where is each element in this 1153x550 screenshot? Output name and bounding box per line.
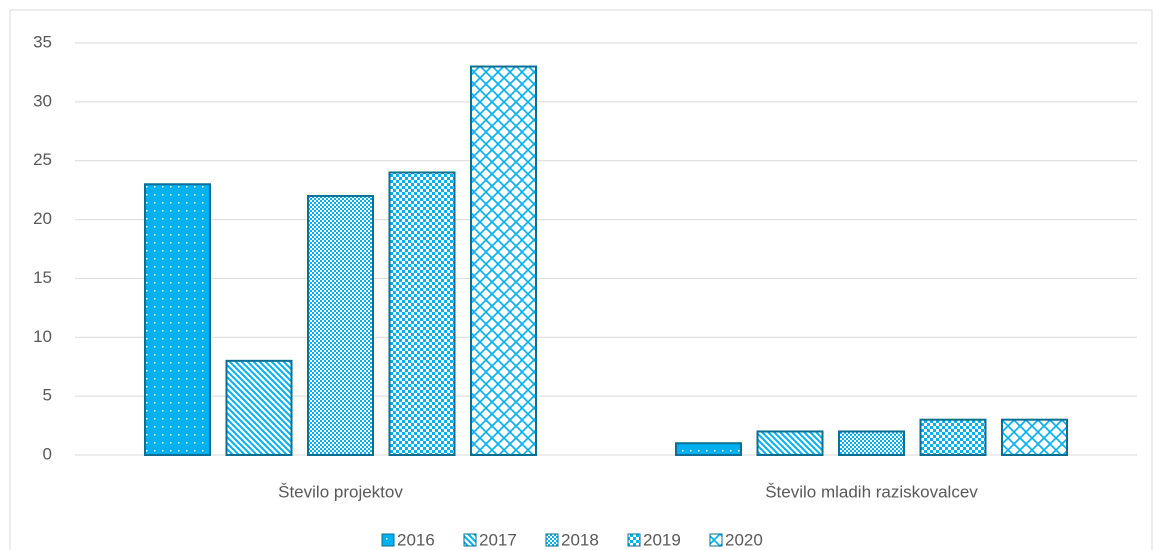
- legend-label: 2019: [643, 530, 681, 549]
- y-tick-label: 5: [43, 386, 52, 405]
- bar: [919, 418, 987, 456]
- y-tick-label: 15: [33, 268, 52, 287]
- x-tick-label: Število projektov: [278, 482, 403, 501]
- bar: [838, 430, 905, 457]
- legend-label: 2017: [479, 530, 517, 549]
- x-tick-label: Število mladih raziskovalcev: [765, 482, 978, 501]
- bar: [675, 442, 742, 457]
- bar: [756, 430, 824, 457]
- legend-swatch: [627, 533, 641, 547]
- bar: [307, 195, 374, 456]
- y-tick-label: 30: [33, 91, 52, 110]
- legend-swatch: [545, 533, 559, 547]
- y-tick-label: 0: [43, 444, 52, 463]
- bar: [1001, 418, 1068, 456]
- chart-border: [9, 9, 1153, 550]
- legend-label: 2018: [561, 530, 599, 549]
- legend-swatch: [463, 533, 477, 547]
- legend-swatch: [381, 533, 395, 547]
- bar: [470, 65, 537, 457]
- legend-label: 2016: [397, 530, 435, 549]
- bar: [144, 183, 211, 456]
- legend-label: 2020: [725, 530, 763, 549]
- y-tick-label: 10: [33, 327, 52, 346]
- bar: [388, 171, 456, 456]
- y-tick-label: 35: [33, 32, 52, 51]
- y-tick-label: 20: [33, 209, 52, 228]
- legend-swatch: [709, 533, 723, 547]
- bar: [225, 359, 293, 457]
- y-tick-label: 25: [33, 150, 52, 169]
